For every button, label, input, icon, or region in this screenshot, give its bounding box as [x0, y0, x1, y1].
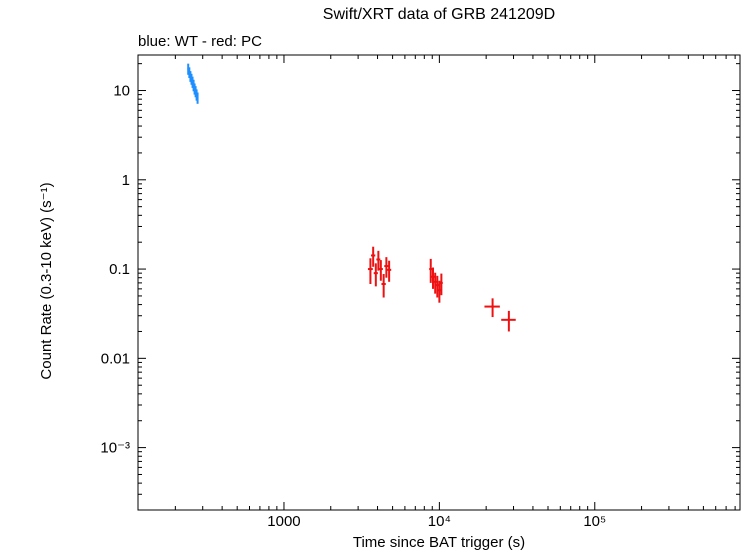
y-tick-label: 0.1 — [109, 261, 130, 278]
y-axis-label: Count Rate (0.3-10 keV) (s⁻¹) — [38, 182, 55, 380]
chart-legend-note: blue: WT - red: PC — [138, 33, 262, 50]
x-axis-label: Time since BAT trigger (s) — [352, 534, 526, 551]
y-tick-label: 10⁻³ — [100, 440, 130, 457]
x-tick-label: 1000 — [267, 513, 300, 530]
x-tick-label: 10⁴ — [428, 513, 451, 530]
chart-title: Swift/XRT data of GRB 241209D — [322, 6, 556, 23]
y-tick-label: 0.01 — [101, 350, 130, 367]
x-tick-label: 10⁵ — [583, 513, 606, 530]
y-tick-label: 1 — [122, 172, 130, 189]
y-tick-label: 10 — [113, 83, 130, 100]
